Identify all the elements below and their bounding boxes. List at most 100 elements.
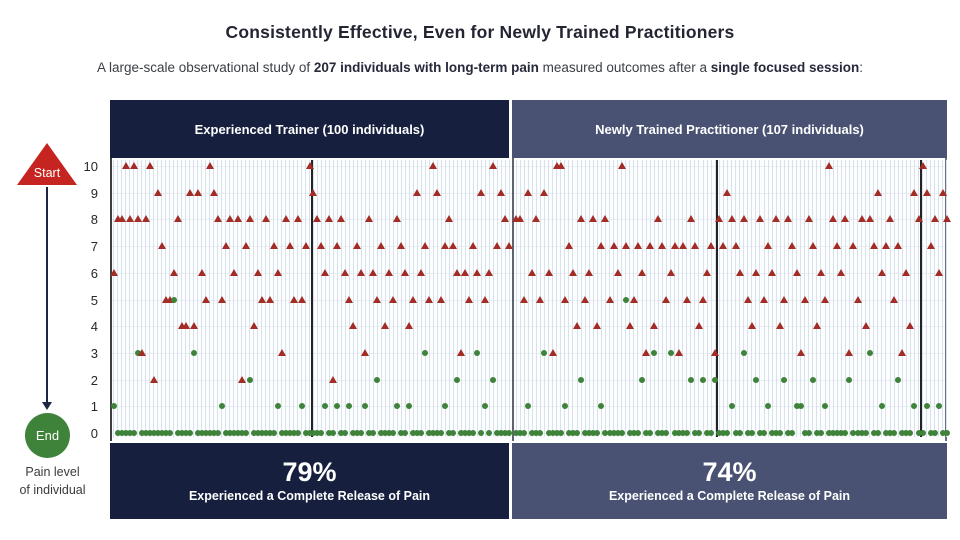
end-pain-marker [166,430,173,436]
end-pain-marker [230,430,237,436]
end-pain-marker [414,430,421,436]
individual-line [145,160,147,437]
start-pain-marker [357,268,366,276]
individual-line [710,160,712,437]
start-pain-marker [837,268,846,276]
start-pain-marker [381,322,390,330]
start-pain-marker [703,268,712,276]
start-pain-marker [869,242,878,250]
end-pain-marker [146,430,153,436]
start-pain-marker [273,268,282,276]
start-pain-marker [638,268,647,276]
start-pain-marker [337,215,346,223]
start-pain-marker [129,162,138,169]
individual-line [938,160,940,437]
end-pain-marker [442,403,449,410]
start-pain-marker [877,268,886,276]
end-pain-marker [310,430,317,436]
y-axis: 10 9 8 7 6 5 4 3 2 1 0 [62,158,104,441]
start-pain-marker [237,375,246,383]
individual-line [735,160,737,437]
end-pain-marker [822,403,828,410]
end-pain-marker [314,430,321,436]
individual-line [153,160,155,437]
end-pain-marker [111,403,117,410]
individual-line [869,160,871,437]
end-pain-marker [238,430,245,436]
individual-line [897,160,899,437]
start-pain-marker [743,295,752,303]
end-pain-marker [126,430,133,436]
start-pain-marker [727,215,736,223]
group-separator-line [919,160,922,437]
stat-percentage: 74% [702,457,757,487]
individual-line [942,160,944,437]
end-pain-marker [724,430,731,436]
end-pain-marker [691,430,698,436]
start-pain-marker [666,268,675,276]
individual-line [670,160,672,437]
individual-line [572,160,574,437]
start-pain-marker [674,348,683,356]
end-pain-marker [398,430,405,436]
end-pain-marker [777,430,784,436]
end-pain-marker [250,430,257,436]
start-pain-marker [662,295,671,303]
end-pain-marker [907,430,914,436]
start-pain-marker [829,215,838,223]
individual-line [909,160,911,437]
start-to-end-arrow [46,187,48,403]
start-pain-marker [289,295,298,303]
y-axis-caption-line2: of individual [19,483,86,498]
start-pain-marker [293,215,302,223]
end-pain-marker [298,403,305,410]
end-pain-marker [663,430,670,436]
start-pain-marker [540,188,549,196]
individual-line [328,160,330,437]
individual-line [316,160,318,437]
end-pain-marker [246,376,253,383]
individual-line [588,160,590,437]
individual-line [889,160,891,437]
start-pain-marker [853,295,862,303]
end-pain-marker [430,430,437,436]
start-pain-marker [493,242,502,250]
individual-line [356,160,358,437]
end-pain-marker [506,430,512,436]
end-pain-marker [478,430,485,436]
end-pain-marker [927,430,934,436]
individual-line [604,160,606,437]
start-label: Start [33,166,61,180]
y-axis-caption: Pain level of individual [0,463,105,499]
end-pain-marker [817,430,824,436]
start-pain-marker [145,162,154,169]
individual-line [332,160,334,437]
start-pain-marker [776,322,785,330]
start-pain-marker [605,295,614,303]
start-pain-marker [528,268,537,276]
individual-line [832,160,834,437]
individual-line [213,160,215,437]
start-pain-marker [169,268,178,276]
start-pain-marker [670,242,679,250]
start-pain-marker [125,215,134,223]
individual-line [285,160,287,437]
panel-header-newly-trained: Newly Trained Practitioner (107 individu… [512,100,947,158]
start-pain-marker [393,215,402,223]
end-pain-marker [704,430,711,436]
individual-line [934,160,936,437]
end-pain-marker [350,430,357,436]
individual-line [492,160,494,437]
end-pain-marker [781,376,788,383]
end-pain-marker [939,430,946,436]
end-pain-marker [618,430,625,436]
start-pain-marker [449,242,458,250]
individual-line [121,160,123,437]
start-pain-marker [800,295,809,303]
start-pain-marker [686,215,695,223]
individual-line [312,160,314,437]
end-pain-marker [602,430,609,436]
individual-line [580,160,582,437]
start-pain-marker [938,188,947,196]
